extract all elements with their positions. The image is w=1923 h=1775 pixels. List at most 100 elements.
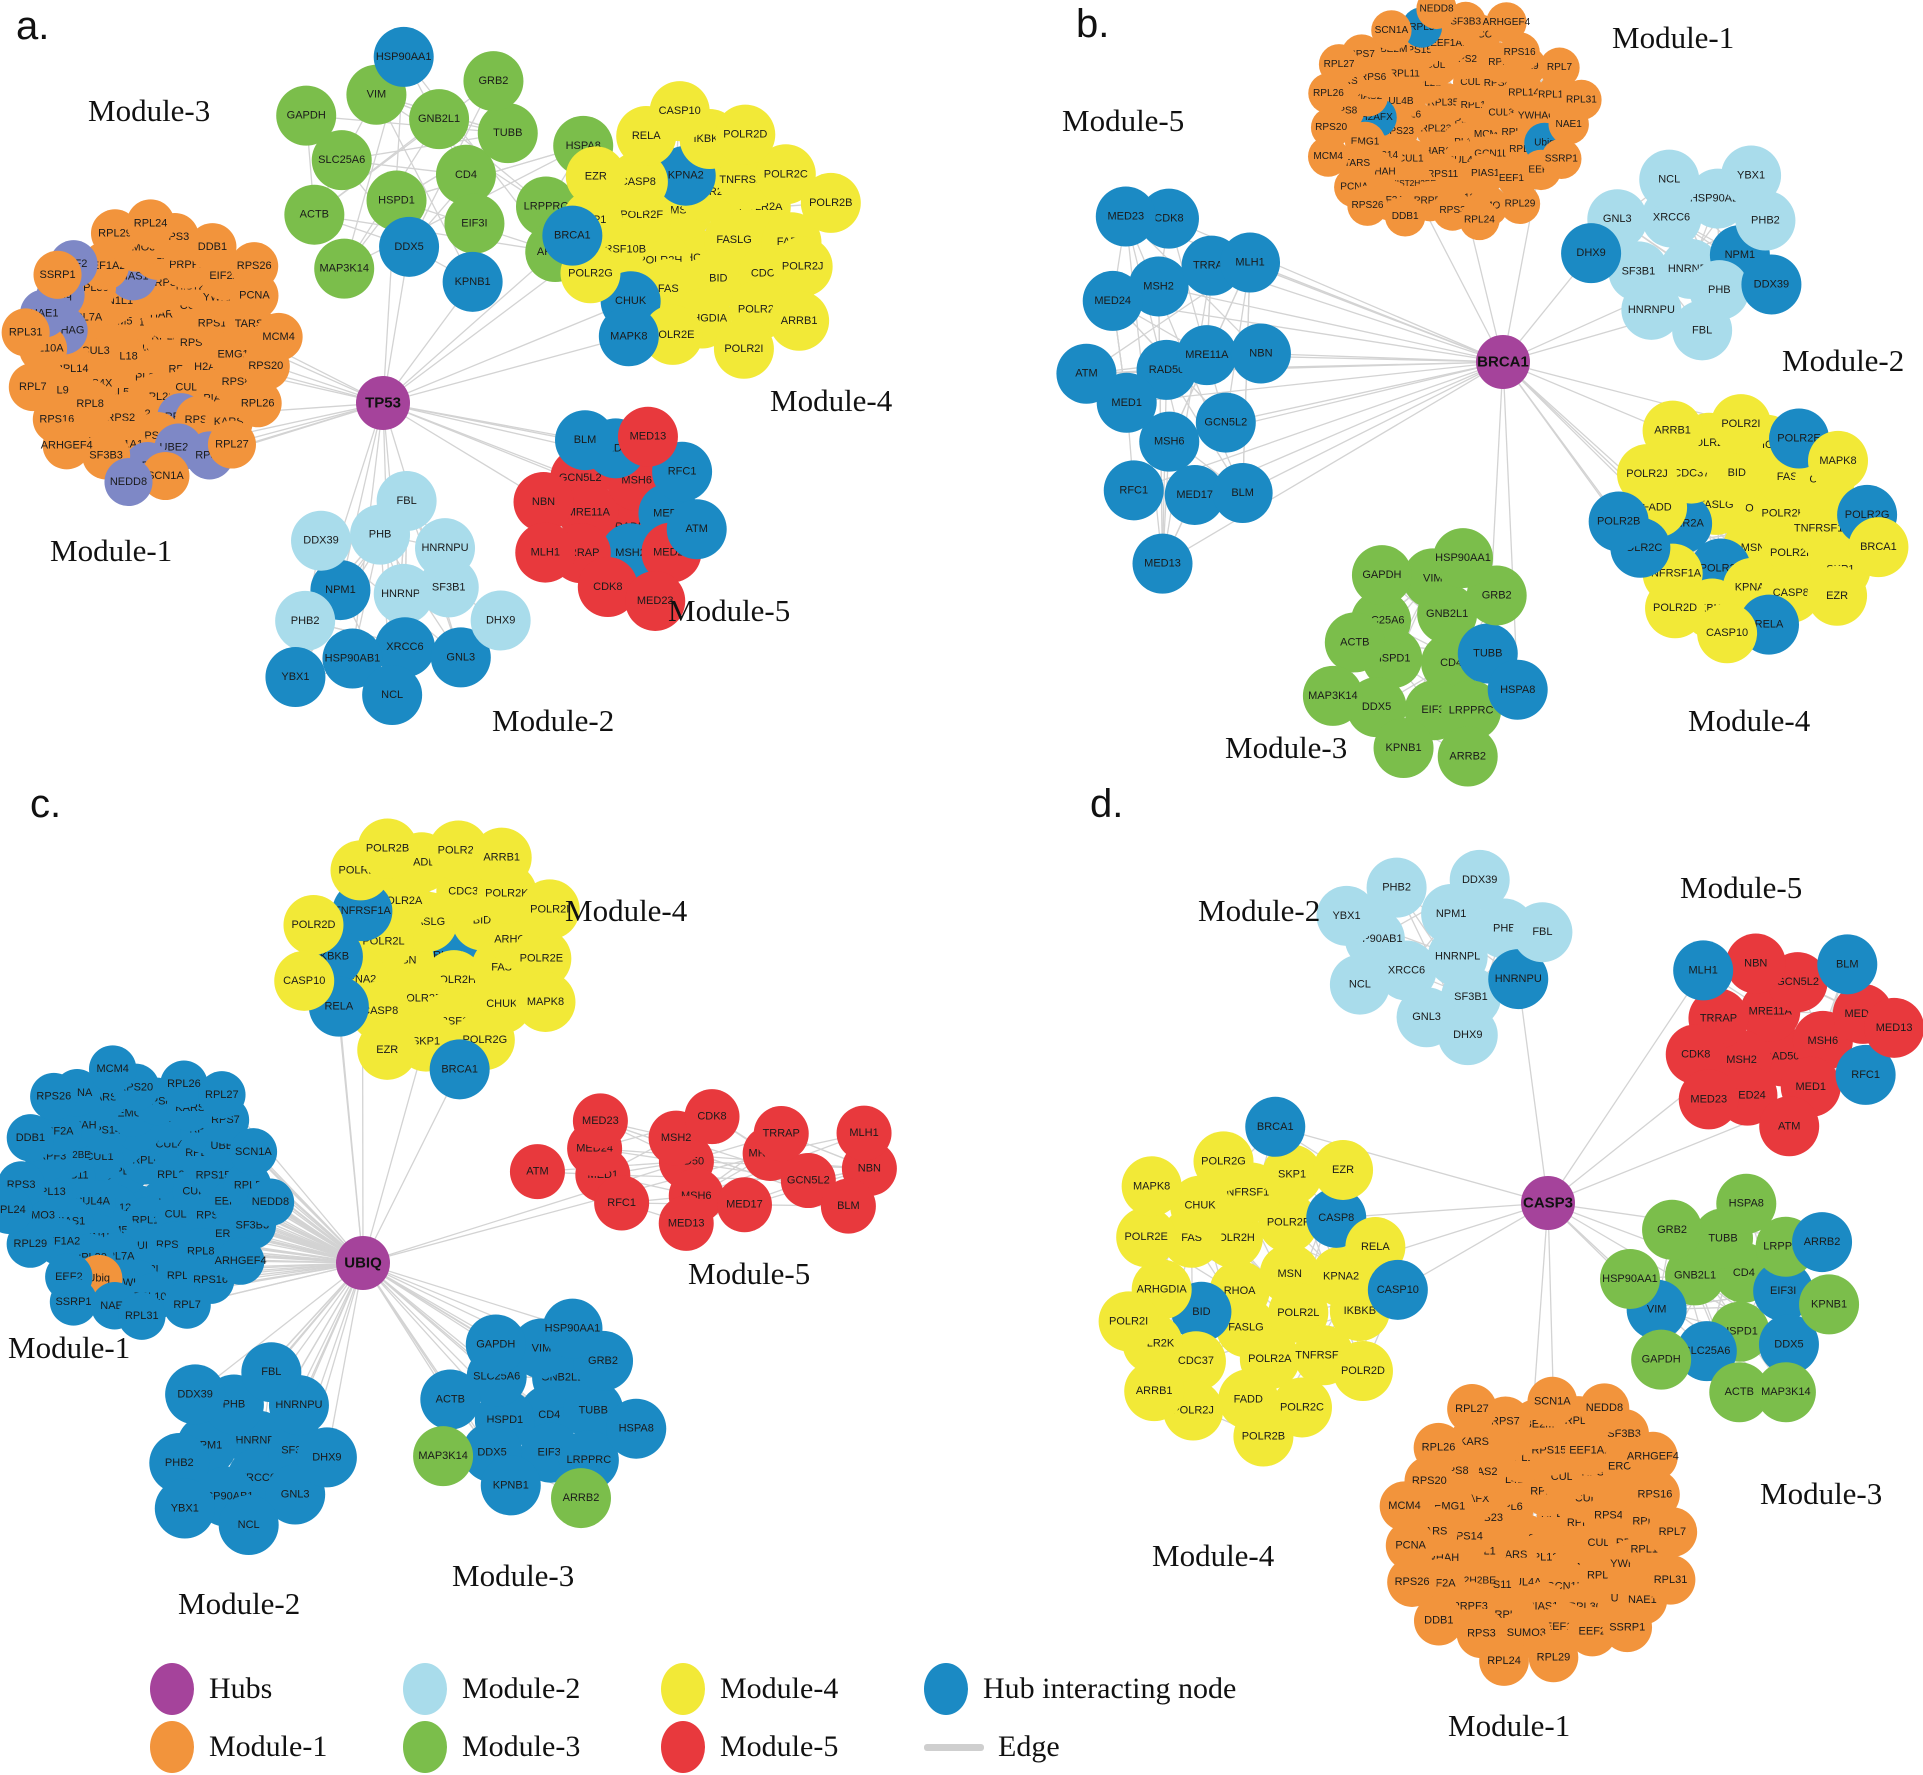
node-EIF3I: EIF3I: [1753, 1261, 1814, 1322]
node-label: RFC1: [607, 1197, 636, 1209]
node-label: RPL27: [1455, 1403, 1489, 1415]
node-NEDD8: NEDD8: [246, 1178, 295, 1226]
node-MED13: MED13: [1132, 533, 1193, 594]
node-MED17: MED17: [1164, 464, 1225, 525]
node-POLR2D: POLR2D: [1645, 578, 1706, 639]
label-c-module-3: Module-3: [452, 1558, 575, 1593]
node-label: ATM: [1778, 1120, 1800, 1132]
node-label: RPS6: [1360, 72, 1387, 83]
node-label: EEF1A1: [1430, 38, 1468, 49]
node-RPL27: RPL27: [1318, 44, 1360, 85]
node-label: PCNA: [239, 290, 270, 302]
legend-item-edge: Edge: [924, 1718, 1284, 1775]
node-POLR2E: POLR2E: [1116, 1207, 1177, 1268]
node-GRB2: GRB2: [1642, 1199, 1703, 1260]
node-label: RPL27: [205, 1089, 239, 1101]
node-RPL27: RPL27: [207, 420, 256, 469]
node-label: ACTB: [300, 209, 329, 221]
node-KPNB1: KPNB1: [480, 1455, 541, 1516]
node-label: CHUK: [615, 295, 647, 307]
node-label: RPS16: [1504, 47, 1536, 58]
legend-label: Module-1: [209, 1730, 328, 1763]
node-ARRB2: ARRB2: [1437, 726, 1498, 787]
node-label: SCN1A: [147, 470, 184, 482]
node-RPL24: RPL24: [1459, 199, 1500, 241]
node-POLR2D: POLR2D: [715, 104, 776, 165]
node-label: MED24: [1094, 295, 1131, 307]
node-MAP3K14: MAP3K14: [314, 238, 375, 299]
node-HSP90AA1: HSP90AA1: [373, 26, 434, 87]
node-label: PHB: [369, 529, 392, 541]
panel-tag-c: c.: [30, 782, 62, 826]
label-b-module-1: Module-1: [1612, 20, 1735, 55]
node-label: POLR2F: [1267, 1217, 1310, 1229]
panel-c-nodes: RHOAMSNFASLGPOLR2HPOLR2LBIDPOLR2FPOLR2AF…: [0, 818, 897, 1556]
node-MED23: MED23: [625, 570, 686, 631]
legend-item-hubs: Hubs: [150, 1660, 395, 1718]
node-label: PCNA: [1340, 182, 1368, 193]
node-label: DDX5: [477, 1446, 506, 1458]
node-label: MSH6: [1808, 1035, 1839, 1047]
module5-swatch-icon: [661, 1721, 705, 1773]
node-CHUK: CHUK: [1170, 1175, 1231, 1236]
node-label: MED13: [630, 431, 667, 443]
node-label: NCL: [381, 689, 403, 701]
node-label: POLR2F: [620, 209, 663, 221]
node-POLR2I: POLR2I: [519, 879, 580, 940]
node-label: RPL7: [1547, 62, 1573, 73]
node-POLR2D: POLR2D: [1332, 1340, 1393, 1401]
node-label: XRCC6: [386, 641, 423, 653]
node-POLR2I: POLR2I: [1710, 394, 1771, 455]
panel-tag-b: b.: [1076, 2, 1110, 46]
node-label: MCM5: [1474, 129, 1504, 140]
node-MCM4: MCM4: [88, 1045, 137, 1093]
panel-tag-a: a.: [16, 4, 50, 48]
node-label: RPL27: [215, 439, 249, 451]
node-CASP10: CASP10: [274, 950, 335, 1011]
node-RPL24: RPL24: [1479, 1636, 1529, 1686]
node-RPS26: RPS26: [30, 1072, 78, 1121]
node-label: BLM: [1836, 958, 1859, 970]
node-label: RPS3: [1439, 205, 1466, 216]
node-label: YBX1: [281, 671, 309, 683]
node-label: RPS7: [1348, 49, 1375, 60]
node-label: CUL4B: [1381, 96, 1414, 107]
node-label: POLR2E: [1124, 1231, 1167, 1243]
node-MAP3K14: MAP3K14: [1302, 665, 1363, 726]
node-NEDD8: NEDD8: [1416, 0, 1457, 30]
node-label: MRE11A: [1185, 349, 1229, 361]
node-label: RPL23: [1421, 124, 1452, 135]
node-label: EZR: [585, 170, 607, 182]
node-label: DDX39: [1754, 278, 1789, 290]
legend-item-module-2: Module-2: [403, 1660, 653, 1718]
node-label: RPL7: [1659, 1526, 1687, 1538]
node-label: MED23: [1690, 1093, 1727, 1105]
node-label: BLM: [574, 434, 597, 446]
node-label: CDK8: [1154, 213, 1183, 225]
node-label: CD4: [1440, 657, 1462, 669]
node-label: POLR2C: [1280, 1401, 1324, 1413]
node-label: HNRNPL: [1435, 951, 1480, 963]
node-PCNA: PCNA: [1385, 1520, 1436, 1571]
node-label: ARRB2: [1449, 751, 1486, 763]
node-label: GCN5L2: [1204, 417, 1247, 429]
node-label: CUL2: [1425, 60, 1451, 71]
node-label: PIAS1: [1471, 168, 1500, 179]
node-label: EEF1A2: [1499, 173, 1537, 184]
node-label: GAPDH: [476, 1338, 515, 1350]
node-label: POLR2I: [1721, 418, 1760, 430]
node-EZR: EZR: [1807, 565, 1868, 626]
node-HSP90AA1: HSP90AA1: [1433, 528, 1494, 589]
node-label: RPS26: [1395, 1576, 1430, 1588]
node-YBX1: YBX1: [265, 647, 326, 708]
node-label: CHUK: [486, 998, 518, 1010]
node-FBL: FBL: [241, 1342, 302, 1403]
node-label: CDK8: [697, 1111, 726, 1123]
node-label: DDB1: [198, 241, 227, 253]
node-label: POLR2H: [1761, 508, 1805, 520]
hub-edge: [1547, 970, 1704, 1204]
node-label: RPS20: [1412, 1475, 1447, 1487]
node-label: POLR2G: [568, 267, 613, 279]
node-label: RPL29: [14, 1238, 48, 1250]
node-HNRNPL: HNRNPL: [373, 563, 434, 624]
